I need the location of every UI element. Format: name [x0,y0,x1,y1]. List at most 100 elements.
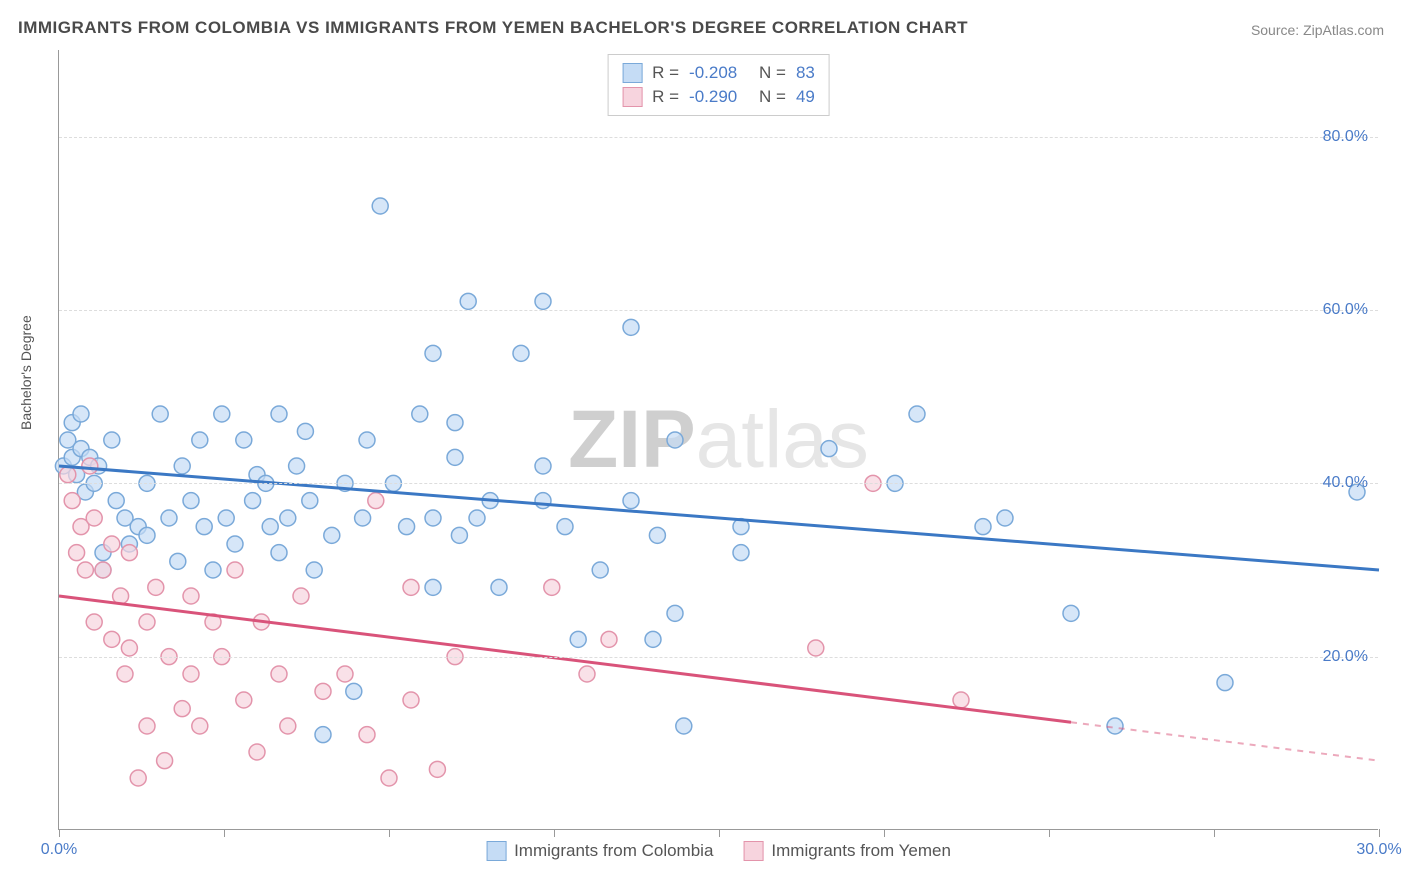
x-tick [884,829,885,837]
x-tick [389,829,390,837]
scatter-point-colombia [245,493,261,509]
scatter-point-colombia [227,536,243,552]
scatter-point-yemen [121,640,137,656]
scatter-point-colombia [196,519,212,535]
scatter-point-colombia [183,493,199,509]
x-tick [554,829,555,837]
scatter-point-colombia [1217,675,1233,691]
legend-correlation: R = -0.208 N = 83 R = -0.290 N = 49 [607,54,830,116]
source-attribution: Source: ZipAtlas.com [1251,22,1384,38]
scatter-point-yemen [139,718,155,734]
scatter-point-colombia [108,493,124,509]
scatter-point-yemen [86,614,102,630]
scatter-point-yemen [249,744,265,760]
scatter-point-yemen [192,718,208,734]
scatter-point-yemen [86,510,102,526]
scatter-point-colombia [161,510,177,526]
scatter-point-yemen [544,579,560,595]
scatter-point-colombia [592,562,608,578]
scatter-point-colombia [667,605,683,621]
chart-title: IMMIGRANTS FROM COLOMBIA VS IMMIGRANTS F… [18,18,968,38]
scatter-point-colombia [975,519,991,535]
legend-swatch-yemen [622,87,642,107]
scatter-point-colombia [346,683,362,699]
legend-swatch-colombia [622,63,642,83]
scatter-point-colombia [997,510,1013,526]
scatter-point-colombia [1107,718,1123,734]
legend-swatch-yemen [743,841,763,861]
scatter-point-colombia [557,519,573,535]
scatter-point-colombia [535,458,551,474]
scatter-point-yemen [579,666,595,682]
scatter-point-yemen [60,467,76,483]
scatter-svg [59,50,1378,829]
scatter-point-yemen [183,588,199,604]
scatter-point-colombia [152,406,168,422]
scatter-point-yemen [148,579,164,595]
scatter-point-yemen [953,692,969,708]
scatter-point-colombia [469,510,485,526]
scatter-point-yemen [69,545,85,561]
scatter-point-colombia [451,527,467,543]
scatter-point-yemen [280,718,296,734]
scatter-point-colombia [447,449,463,465]
scatter-point-colombia [460,293,476,309]
scatter-point-colombia [104,432,120,448]
scatter-point-colombia [649,527,665,543]
scatter-point-yemen [130,770,146,786]
scatter-point-yemen [429,761,445,777]
legend-swatch-colombia [486,841,506,861]
plot-area: ZIPatlas R = -0.208 N = 83 R = -0.290 N … [58,50,1378,830]
legend-r-value-colombia: -0.208 [689,63,749,83]
scatter-point-colombia [139,527,155,543]
legend-n-label: N = [759,63,786,83]
legend-row-yemen: R = -0.290 N = 49 [622,85,815,109]
x-tick [1214,829,1215,837]
scatter-point-colombia [535,293,551,309]
x-tick [224,829,225,837]
y-tick-label: 20.0% [1323,648,1368,666]
trend-line-colombia [59,466,1379,570]
scatter-point-yemen [293,588,309,604]
scatter-point-yemen [82,458,98,474]
scatter-point-colombia [513,345,529,361]
scatter-point-yemen [64,493,80,509]
scatter-point-colombia [271,545,287,561]
scatter-point-colombia [412,406,428,422]
scatter-point-colombia [355,510,371,526]
scatter-point-yemen [403,692,419,708]
scatter-point-yemen [315,683,331,699]
scatter-point-colombia [909,406,925,422]
scatter-point-colombia [302,493,318,509]
scatter-point-yemen [337,666,353,682]
scatter-point-colombia [447,415,463,431]
legend-r-label: R = [652,87,679,107]
gridline [59,483,1378,484]
gridline [59,657,1378,658]
x-tick-label: 30.0% [1356,841,1401,859]
trend-line-yemen [59,596,1071,722]
scatter-point-colombia [192,432,208,448]
y-tick-label: 80.0% [1323,128,1368,146]
legend-n-value-yemen: 49 [796,87,815,107]
scatter-point-colombia [170,553,186,569]
scatter-point-colombia [491,579,507,595]
scatter-point-yemen [227,562,243,578]
legend-label-yemen: Immigrants from Yemen [771,841,951,861]
scatter-point-colombia [676,718,692,734]
scatter-point-colombia [236,432,252,448]
gridline [59,310,1378,311]
scatter-point-colombia [297,423,313,439]
scatter-point-yemen [104,536,120,552]
x-tick-label: 0.0% [41,841,77,859]
scatter-point-colombia [205,562,221,578]
scatter-point-colombia [645,631,661,647]
y-tick-label: 40.0% [1323,474,1368,492]
scatter-point-colombia [73,406,89,422]
scatter-point-colombia [280,510,296,526]
scatter-point-yemen [236,692,252,708]
scatter-point-colombia [733,545,749,561]
scatter-point-colombia [306,562,322,578]
legend-n-value-colombia: 83 [796,63,815,83]
scatter-point-colombia [821,441,837,457]
